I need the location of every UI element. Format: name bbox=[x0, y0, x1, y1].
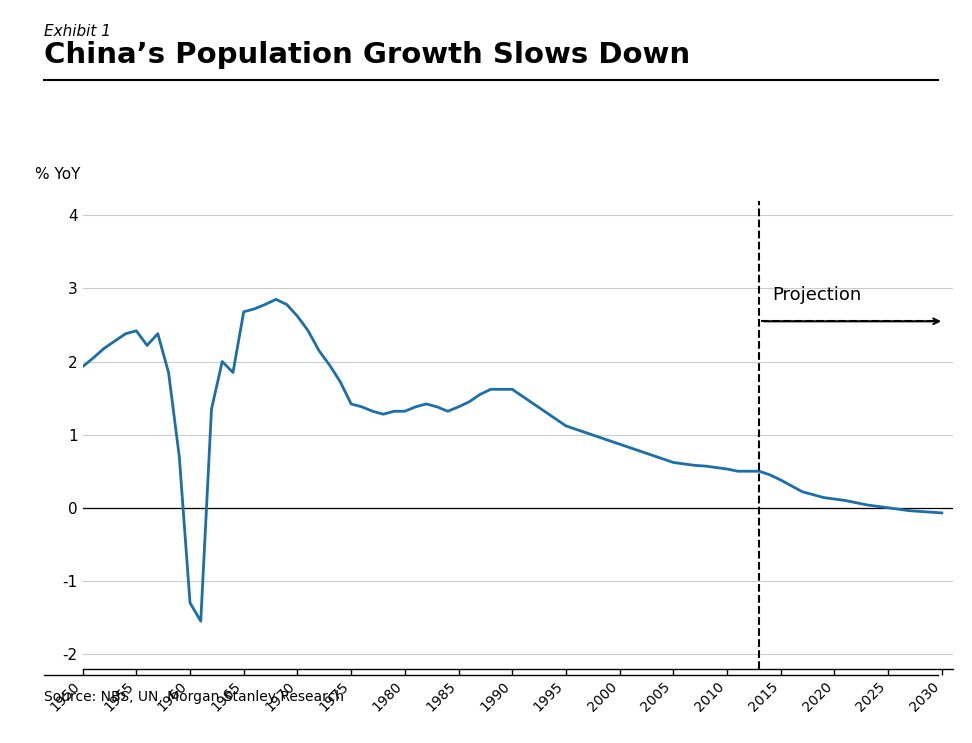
Text: % YoY: % YoY bbox=[35, 167, 80, 182]
Text: Exhibit 1: Exhibit 1 bbox=[44, 24, 111, 39]
Text: China’s Population Growth Slows Down: China’s Population Growth Slows Down bbox=[44, 41, 690, 69]
Text: Source: NBS, UN, Morgan Stanley Research: Source: NBS, UN, Morgan Stanley Research bbox=[44, 690, 344, 704]
Text: Projection: Projection bbox=[772, 287, 861, 305]
